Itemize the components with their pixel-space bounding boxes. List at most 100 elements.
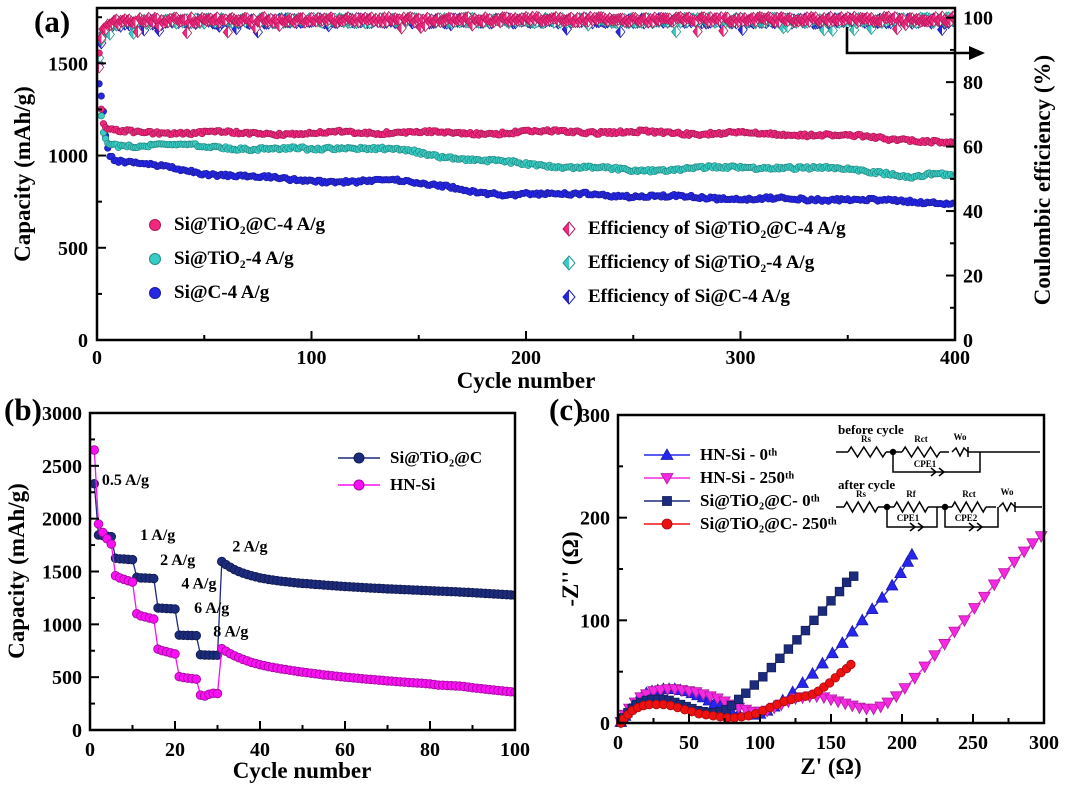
panel-c-x-axis-label: Z' (Ω) bbox=[800, 754, 861, 779]
svg-text:6 A/g: 6 A/g bbox=[194, 600, 229, 617]
svg-text:500: 500 bbox=[52, 667, 82, 689]
svg-text:3000: 3000 bbox=[42, 403, 82, 425]
legend-item: Si@TiO₂@C bbox=[336, 444, 482, 471]
svg-text:8 A/g: 8 A/g bbox=[213, 623, 248, 640]
svg-text:200: 200 bbox=[580, 508, 610, 530]
svg-text:2500: 2500 bbox=[42, 456, 82, 478]
legend-marker bbox=[562, 289, 576, 305]
svg-text:20: 20 bbox=[165, 739, 185, 761]
panel-b-series bbox=[90, 445, 515, 701]
svg-text:100: 100 bbox=[963, 8, 993, 30]
legend-item-label: HN-Si - 250ᵗʰ bbox=[700, 467, 795, 487]
svg-text:60: 60 bbox=[963, 137, 983, 159]
legend-item: HN-Si - 250ᵗʰ bbox=[642, 466, 837, 489]
legend-item-label: Si@C-4 A/g bbox=[174, 282, 270, 303]
legend-marker bbox=[149, 253, 161, 265]
legend-marker bbox=[338, 452, 380, 463]
legend-item: HN-Si - 0ᵗʰ bbox=[642, 443, 837, 466]
panel-c-y-axis-label: -Z'' (Ω) bbox=[558, 531, 583, 606]
svg-text:250: 250 bbox=[958, 732, 988, 754]
legend-item-label: Si@TiO₂@C- 250ᵗʰ bbox=[700, 513, 837, 533]
legend-item-label: Si@TiO₂@C-4 A/g bbox=[174, 214, 326, 235]
legend-item: Si@TiO₂@C-4 A/g bbox=[146, 208, 325, 242]
svg-text:400: 400 bbox=[940, 347, 970, 369]
svg-text:0: 0 bbox=[92, 347, 102, 369]
svg-text:300: 300 bbox=[1029, 732, 1059, 754]
svg-text:0: 0 bbox=[613, 732, 623, 754]
legend-item-label: Si@TiO₂-4 A/g bbox=[174, 248, 294, 269]
legend-item: Si@TiO₂@C- 0ᵗʰ bbox=[642, 489, 837, 512]
legend-marker bbox=[562, 255, 576, 271]
svg-text:CPE1: CPE1 bbox=[914, 459, 937, 469]
legend-item: Efficiency of Si@TiO₂@C-4 A/g bbox=[560, 212, 846, 246]
svg-text:40: 40 bbox=[963, 201, 983, 223]
svg-text:80: 80 bbox=[963, 72, 983, 94]
legend-item-label: HN-Si bbox=[390, 474, 436, 494]
svg-text:200: 200 bbox=[887, 732, 917, 754]
svg-text:Rct: Rct bbox=[962, 489, 976, 499]
legend-item: Efficiency of Si@TiO₂-4 A/g bbox=[560, 246, 846, 280]
svg-text:60: 60 bbox=[335, 739, 355, 761]
svg-text:2 A/g: 2 A/g bbox=[232, 538, 267, 555]
svg-text:1 A/g: 1 A/g bbox=[140, 527, 175, 544]
legend-item: HN-Si bbox=[336, 471, 482, 498]
svg-text:500: 500 bbox=[58, 238, 88, 260]
panel-a-efficiency-legend: Efficiency of Si@TiO₂@C-4 A/g Efficiency … bbox=[560, 212, 846, 314]
panel-b-x-axis-label: Cycle number bbox=[233, 758, 372, 783]
svg-text:after cycle: after cycle bbox=[838, 477, 895, 492]
svg-text:200: 200 bbox=[511, 347, 541, 369]
svg-text:0: 0 bbox=[78, 330, 88, 352]
svg-text:100: 100 bbox=[745, 732, 775, 754]
svg-text:20: 20 bbox=[963, 266, 983, 288]
svg-text:CPE1: CPE1 bbox=[897, 513, 920, 523]
panel-b-legend: Si@TiO₂@C HN-Si bbox=[336, 444, 482, 498]
svg-text:300: 300 bbox=[726, 347, 756, 369]
legend-item-label: HN-Si - 0ᵗʰ bbox=[700, 444, 778, 464]
panel-c-axes: 0 50 100 150 200 250 300 0 100 200 300 bbox=[580, 405, 1059, 754]
legend-marker bbox=[562, 221, 576, 237]
panel-a-y-axis-label: Capacity (mAh/g) bbox=[10, 86, 35, 262]
svg-text:80: 80 bbox=[420, 739, 440, 761]
svg-text:1500: 1500 bbox=[42, 562, 82, 584]
svg-text:40: 40 bbox=[250, 739, 270, 761]
panel-a-capacity-legend: Si@TiO₂@C-4 A/g Si@TiO₂-4 A/g Si@C-4 A/g bbox=[146, 208, 325, 310]
panel-b-label: (b) bbox=[4, 392, 42, 427]
legend-marker bbox=[149, 287, 161, 299]
svg-text:100: 100 bbox=[297, 347, 327, 369]
legend-item-label: Efficiency of Si@TiO₂@C-4 A/g bbox=[588, 218, 846, 239]
svg-text:CPE2: CPE2 bbox=[955, 513, 978, 523]
legend-marker bbox=[644, 447, 690, 460]
svg-text:4 A/g: 4 A/g bbox=[181, 575, 216, 592]
svg-text:2 A/g: 2 A/g bbox=[160, 552, 195, 569]
panel-b-plot: 0 20 40 60 80 1000500100015002000250030000.5 … bbox=[42, 403, 530, 761]
legend-marker bbox=[149, 219, 161, 231]
svg-text:1500: 1500 bbox=[48, 53, 88, 75]
svg-text:50: 50 bbox=[679, 732, 699, 754]
svg-text:Rct: Rct bbox=[914, 434, 928, 444]
svg-text:0: 0 bbox=[85, 739, 95, 761]
svg-text:0: 0 bbox=[963, 330, 973, 352]
legend-marker bbox=[644, 495, 690, 506]
svg-text:300: 300 bbox=[580, 405, 610, 427]
svg-text:Wo: Wo bbox=[953, 432, 967, 442]
legend-item: Efficiency of Si@C-4 A/g bbox=[560, 280, 846, 314]
panel-c-label: (c) bbox=[549, 392, 584, 427]
svg-text:1000: 1000 bbox=[42, 614, 82, 636]
panel-c-plot: 0 50 100 150 200 250 300 0 100 200 300 before cycle… bbox=[580, 405, 1059, 754]
legend-marker bbox=[644, 472, 690, 485]
legend-marker bbox=[338, 479, 380, 490]
legend-item-label: Si@TiO₂@C- 0ᵗʰ bbox=[700, 490, 820, 510]
panel-b-y-axis-label: Capacity (mAh/g) bbox=[4, 483, 29, 659]
efficiency-axis-arrow bbox=[845, 27, 985, 60]
panel-a-y2-axis-label: Coulombic efficiency (%) bbox=[1030, 55, 1055, 305]
svg-text:before cycle: before cycle bbox=[838, 422, 904, 437]
svg-text:150: 150 bbox=[816, 732, 846, 754]
legend-item-label: Efficiency of Si@C-4 A/g bbox=[588, 286, 790, 307]
panel-c-legend: HN-Si - 0ᵗʰ HN-Si - 250ᵗʰ Si@TiO₂@C- 0ᵗʰ Si… bbox=[642, 443, 837, 535]
